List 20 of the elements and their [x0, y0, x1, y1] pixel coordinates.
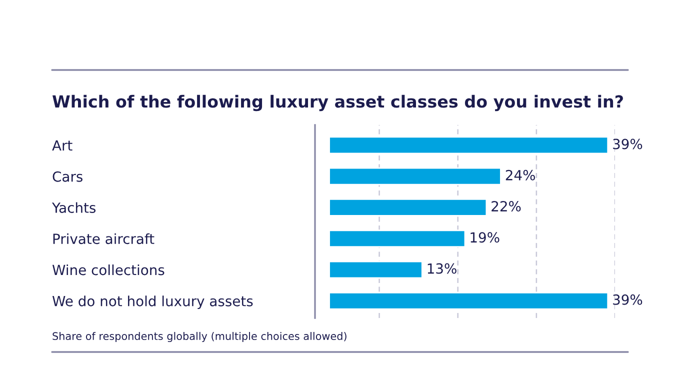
y-tick-label: Wine collections — [52, 264, 164, 276]
data-label: 39% — [613, 294, 642, 305]
y-tick-label: We do not hold luxury assets — [52, 296, 253, 310]
y-tick-label: Art — [52, 140, 72, 151]
chart-title: Which of the following luxury asset classes do you invest in? — [52, 94, 623, 112]
y-tick-label: Private aircraft — [53, 233, 154, 244]
y-tick-label: Yachts — [52, 202, 96, 213]
data-label: 13% — [428, 263, 456, 274]
bar — [328, 230, 466, 248]
data-label: 19% — [470, 232, 500, 243]
bar — [328, 260, 423, 279]
data-label: 39% — [613, 138, 642, 150]
data-label: 22% — [492, 201, 521, 212]
bar — [328, 292, 609, 310]
bar — [328, 167, 502, 186]
text: Share of respondents globally (multiple choices allowed) — [52, 332, 346, 342]
bar — [328, 198, 488, 216]
data-label: 24% — [506, 170, 535, 180]
y-tick-label: Cars — [52, 171, 82, 182]
bar — [328, 136, 609, 154]
